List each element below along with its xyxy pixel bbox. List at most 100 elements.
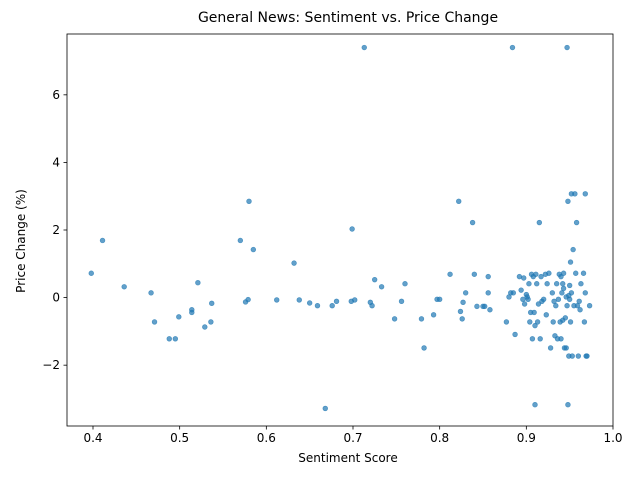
data-point (189, 309, 195, 316)
data-point (296, 297, 302, 303)
data-point (469, 219, 476, 226)
data-point (581, 319, 588, 325)
data-point (391, 316, 398, 322)
data-point (518, 287, 524, 293)
data-point (533, 271, 539, 277)
data-point (460, 299, 466, 306)
chart-title: General News: Sentiment vs. Price Change (198, 10, 498, 26)
data-point (535, 301, 542, 307)
data-point (538, 273, 544, 280)
data-point (586, 303, 593, 309)
data-point (510, 290, 517, 296)
y-tick-label: 6 (52, 88, 60, 102)
data-point (578, 281, 584, 287)
data-point (509, 44, 516, 51)
x-tick-label: 0.5 (170, 431, 189, 445)
data-point (148, 290, 154, 296)
data-point (195, 280, 201, 286)
data-point (418, 316, 425, 322)
data-point (572, 191, 578, 197)
data-point (547, 345, 554, 351)
data-point (570, 246, 576, 253)
data-point (371, 276, 378, 283)
data-point (573, 270, 579, 276)
data-point (333, 298, 340, 304)
data-point (532, 402, 538, 408)
data-point (559, 290, 565, 296)
data-point (166, 336, 172, 342)
data-point (209, 300, 215, 307)
x-axis-label: Sentiment Score (298, 451, 397, 465)
data-point (402, 281, 408, 287)
data-point (566, 282, 573, 289)
data-point (430, 312, 437, 318)
data-point (520, 296, 526, 302)
data-point (564, 44, 570, 51)
data-point (567, 259, 574, 265)
data-point (398, 298, 405, 304)
data-point (99, 237, 106, 244)
data-point (564, 303, 570, 309)
y-tick-label: 0 (52, 291, 60, 305)
data-point (534, 319, 541, 325)
data-point (565, 198, 571, 204)
data-point (553, 281, 560, 287)
data-point (202, 324, 208, 330)
data-point (549, 290, 556, 296)
data-point (569, 353, 575, 359)
data-point (485, 290, 491, 296)
x-tick-label: 0.4 (83, 431, 102, 445)
data-point (314, 303, 321, 309)
data-point (421, 345, 427, 351)
data-point (575, 353, 582, 359)
data-point (471, 271, 478, 277)
data-point (369, 303, 375, 309)
x-tick-label: 0.8 (430, 431, 449, 445)
x-tick-label: 0.9 (517, 431, 536, 445)
data-point (88, 270, 94, 276)
data-point (447, 271, 453, 277)
data-point (503, 319, 510, 325)
data-point (555, 296, 562, 302)
x-axis-ticks: 0.4 0.5 0.6 0.7 0.8 0.9 1.0 (83, 426, 623, 445)
data-point (566, 296, 573, 302)
data-point (485, 273, 491, 280)
data-point (378, 284, 385, 290)
data-point (580, 270, 587, 276)
y-axis-label: Price Change (%) (14, 189, 28, 293)
data-point (584, 353, 590, 359)
y-tick-label: 4 (52, 155, 60, 169)
data-point (543, 312, 549, 318)
data-point (546, 270, 552, 276)
data-point (291, 260, 297, 266)
data-point (322, 405, 328, 412)
data-point (457, 308, 464, 315)
data-point (246, 198, 252, 204)
data-point (245, 296, 251, 303)
data-point (462, 290, 469, 296)
data-point (176, 314, 182, 320)
data-point (529, 336, 536, 342)
y-axis-ticks: −2 0 2 4 6 (42, 88, 67, 372)
data-point (527, 319, 533, 325)
data-point (563, 345, 569, 351)
data-point (459, 316, 465, 322)
data-point (534, 281, 540, 287)
data-point (562, 315, 569, 321)
x-tick-label: 0.6 (257, 431, 276, 445)
data-point (306, 300, 313, 306)
data-point (550, 319, 556, 325)
data-point (536, 219, 543, 226)
data-point (582, 290, 588, 296)
data-point (474, 303, 480, 310)
y-tick-label: −2 (42, 358, 60, 372)
data-point (237, 237, 244, 244)
data-point (352, 297, 358, 303)
data-point (537, 336, 543, 342)
data-point (582, 191, 588, 197)
data-point (172, 336, 179, 342)
data-point (521, 275, 527, 281)
data-point (565, 402, 571, 408)
